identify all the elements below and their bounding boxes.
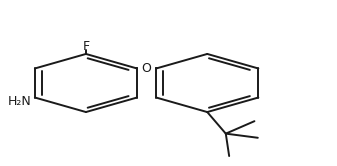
Text: H₂N: H₂N <box>8 95 32 108</box>
Text: O: O <box>142 62 152 75</box>
Text: F: F <box>82 40 90 53</box>
